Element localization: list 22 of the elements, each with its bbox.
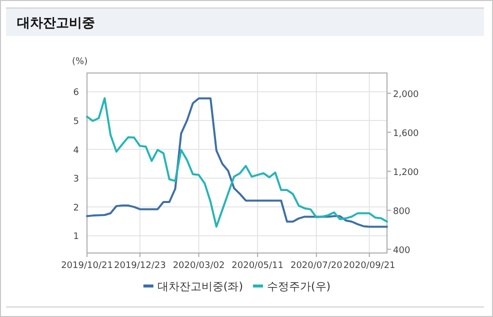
legend-label: 수정주가(우)	[267, 280, 331, 293]
y2-tick-label: 400	[393, 246, 410, 256]
legend-label: 대차잔고비중(좌)	[157, 280, 243, 293]
x-tick-label: 2020/09/21	[343, 261, 396, 271]
y-tick-label: 1	[73, 232, 79, 242]
y2-tick-label: 1,600	[393, 128, 420, 139]
y-axis-title: (%)	[72, 57, 88, 67]
y-tick-label: 4	[73, 146, 80, 156]
x-tick-label: 2020/03/02	[172, 261, 225, 271]
y-tick-label: 6	[73, 88, 80, 98]
line-series	[86, 97, 388, 228]
chart-title: 대차잔고비중	[17, 16, 95, 31]
y-tick-label: 5	[73, 117, 79, 128]
x-tick-label: 2020/07/20	[290, 261, 343, 271]
x-tick-label: 2019/10/21	[61, 261, 113, 271]
x-tick-label: 2020/05/11	[232, 261, 284, 271]
y2-tick-label: 1,200	[393, 168, 420, 178]
y2-tick-label: 800	[393, 206, 410, 217]
x-tick-label: 2019/12/23	[114, 261, 166, 271]
y-tick-label: 2	[73, 203, 79, 214]
y-tick-label: 3	[73, 174, 79, 185]
y2-tick-label: 2,000	[393, 90, 420, 100]
